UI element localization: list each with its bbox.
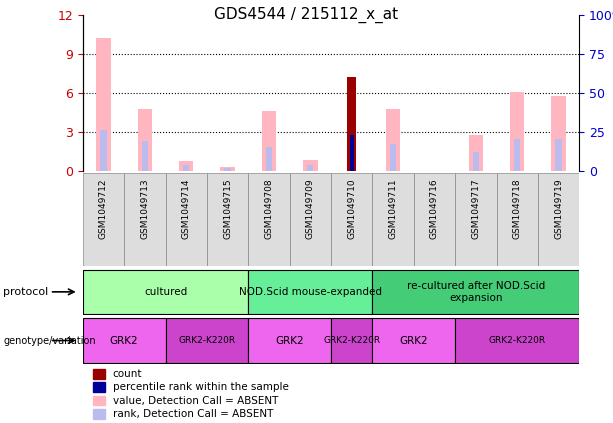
Bar	[166, 318, 248, 363]
Bar	[538, 173, 579, 266]
Bar	[373, 173, 414, 266]
Text: NOD.Scid mouse-expanded: NOD.Scid mouse-expanded	[239, 287, 382, 297]
Text: re-cultured after NOD.Scid
expansion: re-cultured after NOD.Scid expansion	[406, 281, 545, 303]
Bar	[510, 92, 525, 171]
Bar	[124, 173, 166, 266]
Bar	[551, 96, 566, 171]
Bar	[220, 168, 235, 171]
Bar	[83, 173, 124, 266]
Text: genotype/variation: genotype/variation	[3, 335, 96, 346]
Bar	[207, 173, 248, 266]
Text: GRK2: GRK2	[275, 335, 304, 346]
Text: GRK2: GRK2	[110, 335, 139, 346]
Text: GSM1049713: GSM1049713	[140, 178, 150, 239]
Text: GSM1049717: GSM1049717	[471, 178, 481, 239]
Text: GSM1049718: GSM1049718	[512, 178, 522, 239]
Text: GRK2: GRK2	[400, 335, 428, 346]
Bar	[93, 409, 105, 419]
Bar	[83, 318, 166, 363]
Text: count: count	[113, 369, 142, 379]
Text: GSM1049716: GSM1049716	[430, 178, 439, 239]
Text: GSM1049710: GSM1049710	[347, 178, 356, 239]
Bar	[303, 159, 318, 171]
Bar	[183, 165, 189, 171]
Text: GSM1049712: GSM1049712	[99, 178, 108, 239]
Text: GSM1049715: GSM1049715	[223, 178, 232, 239]
Text: percentile rank within the sample: percentile rank within the sample	[113, 382, 289, 393]
Bar	[224, 168, 230, 171]
Bar	[455, 173, 497, 266]
Bar	[248, 318, 331, 363]
Bar	[373, 318, 455, 363]
Bar	[166, 173, 207, 266]
Bar	[248, 173, 289, 266]
Bar	[455, 318, 579, 363]
Bar	[473, 152, 479, 171]
Bar	[93, 382, 105, 392]
Bar	[331, 173, 373, 266]
Text: protocol: protocol	[3, 287, 48, 297]
Text: GSM1049719: GSM1049719	[554, 178, 563, 239]
Bar	[373, 269, 579, 314]
Text: GSM1049711: GSM1049711	[389, 178, 398, 239]
Bar	[266, 146, 272, 171]
Text: GSM1049714: GSM1049714	[181, 178, 191, 239]
Text: rank, Detection Call = ABSENT: rank, Detection Call = ABSENT	[113, 409, 273, 419]
Bar	[248, 269, 373, 314]
Bar	[289, 173, 331, 266]
Bar	[331, 318, 373, 363]
Bar	[179, 161, 194, 171]
Bar	[142, 141, 148, 171]
Text: cultured: cultured	[144, 287, 187, 297]
Bar	[96, 38, 111, 171]
Bar	[497, 173, 538, 266]
Bar	[262, 111, 276, 171]
Text: GRK2-K220R: GRK2-K220R	[323, 336, 380, 345]
Text: GRK2-K220R: GRK2-K220R	[178, 336, 235, 345]
Bar	[307, 165, 313, 171]
Text: GSM1049709: GSM1049709	[306, 178, 315, 239]
Text: GSM1049708: GSM1049708	[264, 178, 273, 239]
Bar	[137, 109, 152, 171]
Bar	[93, 369, 105, 379]
Bar	[414, 173, 455, 266]
Bar	[514, 139, 520, 171]
Bar	[386, 109, 400, 171]
Bar	[555, 139, 562, 171]
Text: value, Detection Call = ABSENT: value, Detection Call = ABSENT	[113, 396, 278, 406]
Bar	[347, 77, 356, 171]
Bar	[349, 135, 354, 171]
Text: GRK2-K220R: GRK2-K220R	[489, 336, 546, 345]
Bar	[390, 144, 396, 171]
Bar	[93, 396, 105, 406]
Bar	[101, 129, 107, 171]
Bar	[468, 135, 483, 171]
Text: GDS4544 / 215112_x_at: GDS4544 / 215112_x_at	[215, 6, 398, 22]
Bar	[83, 269, 248, 314]
